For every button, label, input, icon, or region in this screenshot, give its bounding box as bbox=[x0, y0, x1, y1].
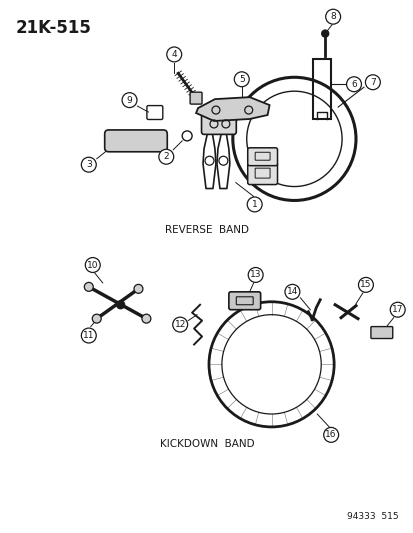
Circle shape bbox=[85, 257, 100, 272]
Text: 1: 1 bbox=[251, 200, 257, 209]
Text: 4: 4 bbox=[171, 50, 177, 59]
Text: 17: 17 bbox=[391, 305, 403, 314]
Text: KICKDOWN  BAND: KICKDOWN BAND bbox=[159, 439, 254, 449]
Circle shape bbox=[389, 302, 404, 317]
Text: 5: 5 bbox=[238, 75, 244, 84]
Circle shape bbox=[166, 47, 181, 62]
Circle shape bbox=[81, 157, 96, 172]
Circle shape bbox=[116, 301, 124, 309]
Circle shape bbox=[134, 285, 142, 293]
Circle shape bbox=[321, 30, 328, 37]
Text: 94333  515: 94333 515 bbox=[346, 512, 398, 521]
FancyBboxPatch shape bbox=[228, 292, 260, 310]
Circle shape bbox=[323, 427, 338, 442]
Text: 8: 8 bbox=[330, 12, 335, 21]
Circle shape bbox=[172, 317, 187, 332]
Circle shape bbox=[284, 285, 299, 299]
Text: 21K-515: 21K-515 bbox=[15, 19, 91, 37]
Circle shape bbox=[325, 9, 340, 24]
FancyBboxPatch shape bbox=[104, 130, 167, 152]
Text: 6: 6 bbox=[350, 80, 356, 88]
Text: 2: 2 bbox=[163, 152, 169, 161]
Text: 11: 11 bbox=[83, 331, 94, 340]
Text: 16: 16 bbox=[325, 430, 336, 439]
Polygon shape bbox=[196, 97, 269, 121]
Circle shape bbox=[84, 282, 93, 292]
Text: 3: 3 bbox=[86, 160, 91, 169]
Text: 13: 13 bbox=[249, 270, 261, 279]
Text: 15: 15 bbox=[359, 280, 371, 289]
Circle shape bbox=[159, 149, 173, 164]
Text: 12: 12 bbox=[174, 320, 185, 329]
Circle shape bbox=[346, 77, 361, 92]
FancyBboxPatch shape bbox=[247, 148, 277, 166]
Circle shape bbox=[142, 314, 150, 323]
Circle shape bbox=[122, 93, 137, 108]
Circle shape bbox=[247, 197, 261, 212]
Circle shape bbox=[234, 72, 249, 87]
Text: 9: 9 bbox=[126, 95, 132, 104]
Text: 14: 14 bbox=[286, 287, 297, 296]
Circle shape bbox=[365, 75, 380, 90]
Bar bbox=[313, 59, 330, 119]
FancyBboxPatch shape bbox=[190, 92, 202, 104]
FancyBboxPatch shape bbox=[247, 163, 277, 184]
Text: 10: 10 bbox=[87, 261, 98, 270]
Circle shape bbox=[81, 328, 96, 343]
FancyBboxPatch shape bbox=[370, 327, 392, 338]
Circle shape bbox=[358, 277, 373, 292]
Text: REVERSE  BAND: REVERSE BAND bbox=[165, 225, 248, 235]
Circle shape bbox=[248, 268, 263, 282]
Text: 7: 7 bbox=[369, 78, 375, 87]
Circle shape bbox=[92, 314, 101, 323]
FancyBboxPatch shape bbox=[201, 114, 236, 134]
